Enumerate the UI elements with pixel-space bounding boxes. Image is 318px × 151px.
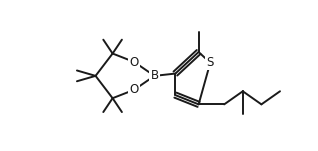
- Text: S: S: [207, 56, 214, 69]
- Text: O: O: [130, 83, 139, 96]
- Text: O: O: [130, 56, 139, 69]
- Text: B: B: [150, 69, 158, 82]
